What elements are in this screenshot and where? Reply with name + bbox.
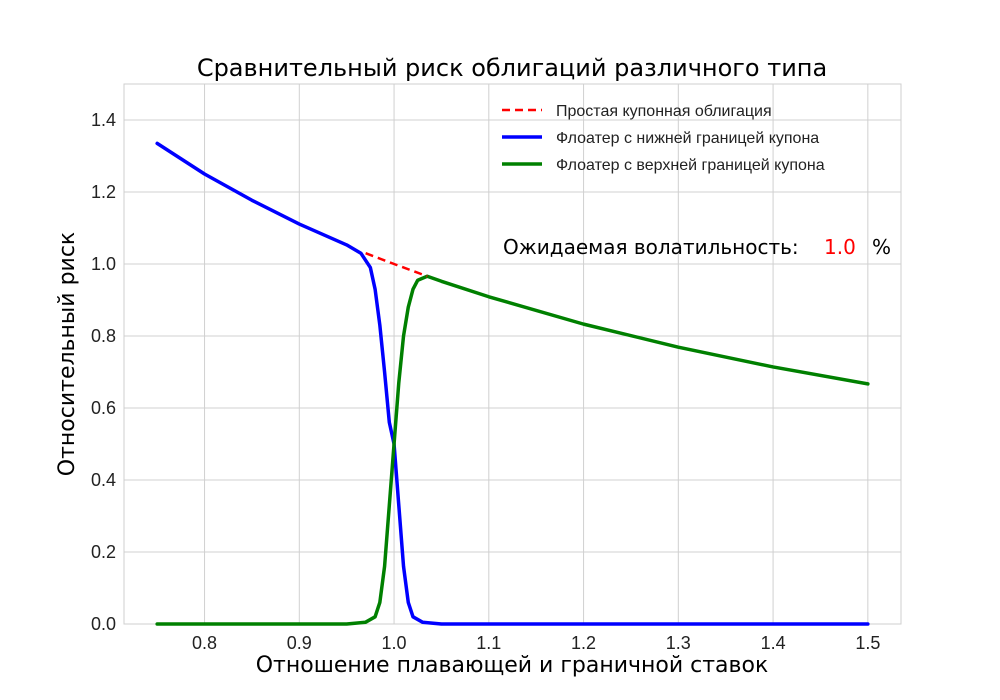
volatility-label: Ожидаемая волатильность:	[503, 235, 799, 259]
series-line-cap-floater	[155, 274, 870, 626]
volatility-value: 1.0	[824, 235, 856, 259]
y-tick-label: 0.8	[91, 326, 116, 346]
x-tick-label: 1.0	[382, 633, 407, 653]
legend-label-cap-floater: Флоатер с верхней границей купона	[556, 157, 825, 174]
volatility-unit: %	[872, 235, 891, 259]
y-tick-label: 0.6	[91, 398, 116, 418]
y-tick-label: 1.0	[91, 254, 116, 274]
volatility-annotation: Ожидаемая волатильность: 1.0 %	[503, 235, 891, 259]
x-tick-label: 1.3	[666, 633, 691, 653]
x-tick-label: 1.2	[571, 633, 596, 653]
y-tick-label: 1.2	[91, 182, 116, 202]
legend-label-floor-floater: Флоатер с нижней границей купона	[556, 130, 819, 147]
x-tick-label: 1.4	[761, 633, 786, 653]
x-tick-label: 1.5	[855, 633, 880, 653]
legend-label-coupon-bond: Простая купонная облигация	[556, 103, 772, 120]
series-line-coupon-bond	[365, 252, 428, 278]
x-tick-label: 0.8	[192, 633, 217, 653]
y-tick-label: 0.4	[91, 470, 116, 490]
y-tick-label: 0.2	[91, 542, 116, 562]
legend: Простая купонная облигация Флоатер с ниж…	[502, 103, 825, 174]
y-tick-label: 1.4	[91, 110, 116, 130]
series-layer	[155, 141, 870, 626]
chart-title: Сравнительный риск облигаций различного …	[197, 54, 827, 82]
x-tick-label: 1.1	[476, 633, 501, 653]
x-tick-label: 0.9	[287, 633, 312, 653]
grid	[124, 84, 901, 625]
y-axis-label: Относительный риск	[55, 232, 80, 476]
ticks: 0.8 0.9 1.0 1.1 1.2 1.3 1.4 1.5 0.0 0.2 0.4 0.6 0.8 1…	[91, 110, 880, 653]
y-tick-label: 0.0	[91, 614, 116, 634]
x-axis-label: Отношение плавающей и граничной ставок	[256, 653, 769, 678]
